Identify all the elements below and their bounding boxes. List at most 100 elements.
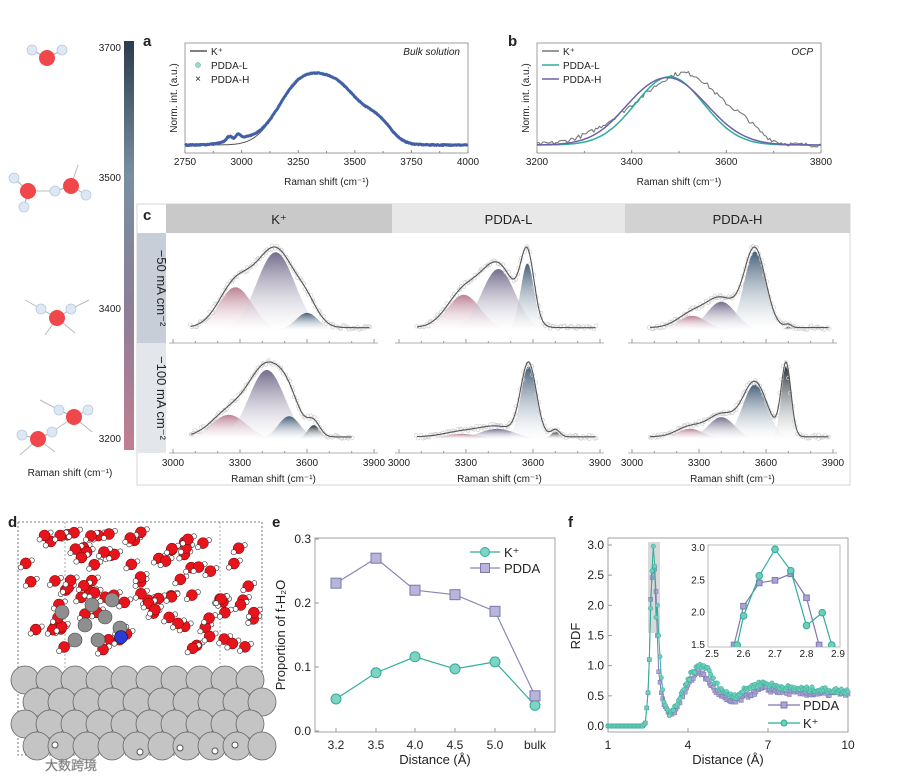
hydrogen-atom bbox=[16, 429, 28, 441]
data-point bbox=[560, 431, 565, 437]
inset-x-tick-label: 2.9 bbox=[831, 649, 845, 660]
hydrogen-atom bbox=[231, 741, 239, 749]
data-point bbox=[305, 289, 310, 294]
x-tick-label: 3600 bbox=[715, 157, 738, 168]
y-axis-label: RDF bbox=[568, 623, 583, 650]
fit-component-blue bbox=[718, 384, 792, 439]
legend-label: K⁺ bbox=[563, 47, 575, 58]
panel-e: e 0.0 0.1 0.2 0.3 3.2 3.5 4.0 4.5 5.0 bulk Distance… bbox=[272, 514, 556, 767]
hydrogen-atom bbox=[47, 582, 53, 588]
y-axis-label: Proportion of f-H₂O bbox=[273, 580, 288, 691]
data-point bbox=[658, 675, 664, 681]
x-tick-label: 3000 bbox=[621, 458, 644, 469]
hydrogen-atom bbox=[232, 606, 239, 612]
data-point bbox=[827, 326, 832, 331]
watermark: 大数跨境 bbox=[45, 758, 97, 773]
hydrogen-atom bbox=[211, 747, 219, 755]
hydrogen-atom bbox=[67, 550, 74, 556]
x-tick-label: 3300 bbox=[455, 458, 478, 469]
data-point bbox=[409, 651, 421, 663]
hydrogen-atom bbox=[237, 647, 243, 654]
data-point bbox=[649, 568, 655, 574]
x-axis-label: Distance (Å) bbox=[692, 752, 764, 767]
hydrogen-atom bbox=[49, 185, 61, 197]
plot-annotation: OCP bbox=[791, 47, 813, 58]
x-tick-label: 3.2 bbox=[328, 738, 345, 752]
x-tick-label: 3250 bbox=[287, 157, 310, 168]
hydrogen-atom bbox=[163, 597, 170, 604]
y-tick-label: 0.0 bbox=[587, 719, 604, 733]
hydrogen-atom bbox=[190, 568, 197, 574]
hydrogen-atom bbox=[75, 586, 82, 593]
data-point bbox=[677, 426, 683, 432]
hydrogen-atom bbox=[36, 536, 43, 543]
hydrogen-atom bbox=[224, 644, 231, 651]
data-point bbox=[650, 543, 656, 549]
simulation-box bbox=[17, 521, 263, 756]
data-point bbox=[370, 667, 382, 679]
x-tick-label: 4000 bbox=[457, 157, 480, 168]
hydrogen-atom bbox=[147, 610, 153, 617]
y-axis-label: Norm. int. (a.u.) bbox=[521, 63, 532, 132]
hydrogen-atom bbox=[197, 628, 204, 635]
data-point bbox=[748, 380, 754, 385]
hydrogen-atom bbox=[66, 533, 72, 540]
fit-component-dark bbox=[771, 366, 801, 439]
legend-label: PDDA-H bbox=[563, 75, 601, 86]
inset-data-point bbox=[802, 621, 811, 630]
x-tick-label: 3300 bbox=[229, 458, 252, 469]
hydrogen-atom bbox=[245, 620, 252, 626]
x-axis-label: Raman shift (cm⁻¹) bbox=[637, 177, 722, 188]
data-point bbox=[543, 427, 548, 432]
hydrogen-atom bbox=[136, 748, 144, 756]
x-tick-label: 4.0 bbox=[407, 738, 424, 752]
data-point bbox=[424, 434, 429, 439]
data-point bbox=[681, 687, 687, 692]
fit-component-purple bbox=[218, 252, 333, 330]
x-tick-label: 2750 bbox=[174, 157, 197, 168]
hydrogen-atom bbox=[183, 596, 190, 603]
data-point bbox=[701, 419, 707, 424]
data-point bbox=[292, 269, 297, 274]
hydrogen-atom bbox=[132, 582, 139, 589]
panel-label: e bbox=[272, 514, 280, 531]
x-tick-label: 3600 bbox=[296, 458, 319, 469]
data-point bbox=[652, 563, 658, 569]
hydrogen-atom bbox=[240, 587, 247, 594]
panel-f: f 0.0 0.5 1.0 1.5 2.0 2.5 3.0 1 4 7 10 Distance (Å) R… bbox=[568, 514, 855, 767]
electrode-atom bbox=[235, 709, 265, 739]
column-header bbox=[392, 204, 625, 233]
hydrogen-atom bbox=[82, 404, 94, 416]
data-point bbox=[449, 663, 461, 675]
data-point bbox=[669, 319, 675, 324]
carbon-atom bbox=[90, 632, 106, 648]
data-point bbox=[503, 267, 508, 272]
data-point bbox=[457, 287, 462, 292]
data-point bbox=[505, 425, 510, 430]
panel-label: b bbox=[508, 33, 517, 50]
inset-data-point bbox=[740, 602, 747, 610]
inset-y-tick-label: 2.5 bbox=[691, 575, 705, 586]
data-point bbox=[195, 429, 200, 434]
fit-component-blue bbox=[722, 251, 787, 330]
x-tick-label: 7 bbox=[765, 738, 772, 752]
data-point bbox=[677, 695, 683, 701]
hydrogen-atom bbox=[161, 618, 168, 625]
data-point bbox=[774, 315, 779, 320]
data-point bbox=[779, 377, 784, 382]
oxygen-atom bbox=[39, 50, 55, 66]
data-point bbox=[686, 677, 692, 683]
hydrogen-atom bbox=[184, 649, 191, 656]
y-tick-label: 2.5 bbox=[587, 568, 604, 582]
oxygen-atom bbox=[49, 310, 65, 326]
data-point bbox=[674, 702, 680, 707]
fit-envelope-line bbox=[649, 246, 829, 329]
panel-c-frame bbox=[136, 203, 851, 486]
colorbar-tick-label: 3700 bbox=[99, 43, 122, 54]
series-line-pddal bbox=[537, 76, 821, 146]
data-point bbox=[594, 435, 599, 441]
electrode-atom bbox=[247, 687, 277, 717]
legend-label: PDDA-L bbox=[211, 61, 248, 72]
legend-label: PDDA bbox=[504, 561, 540, 576]
data-point bbox=[692, 670, 698, 675]
